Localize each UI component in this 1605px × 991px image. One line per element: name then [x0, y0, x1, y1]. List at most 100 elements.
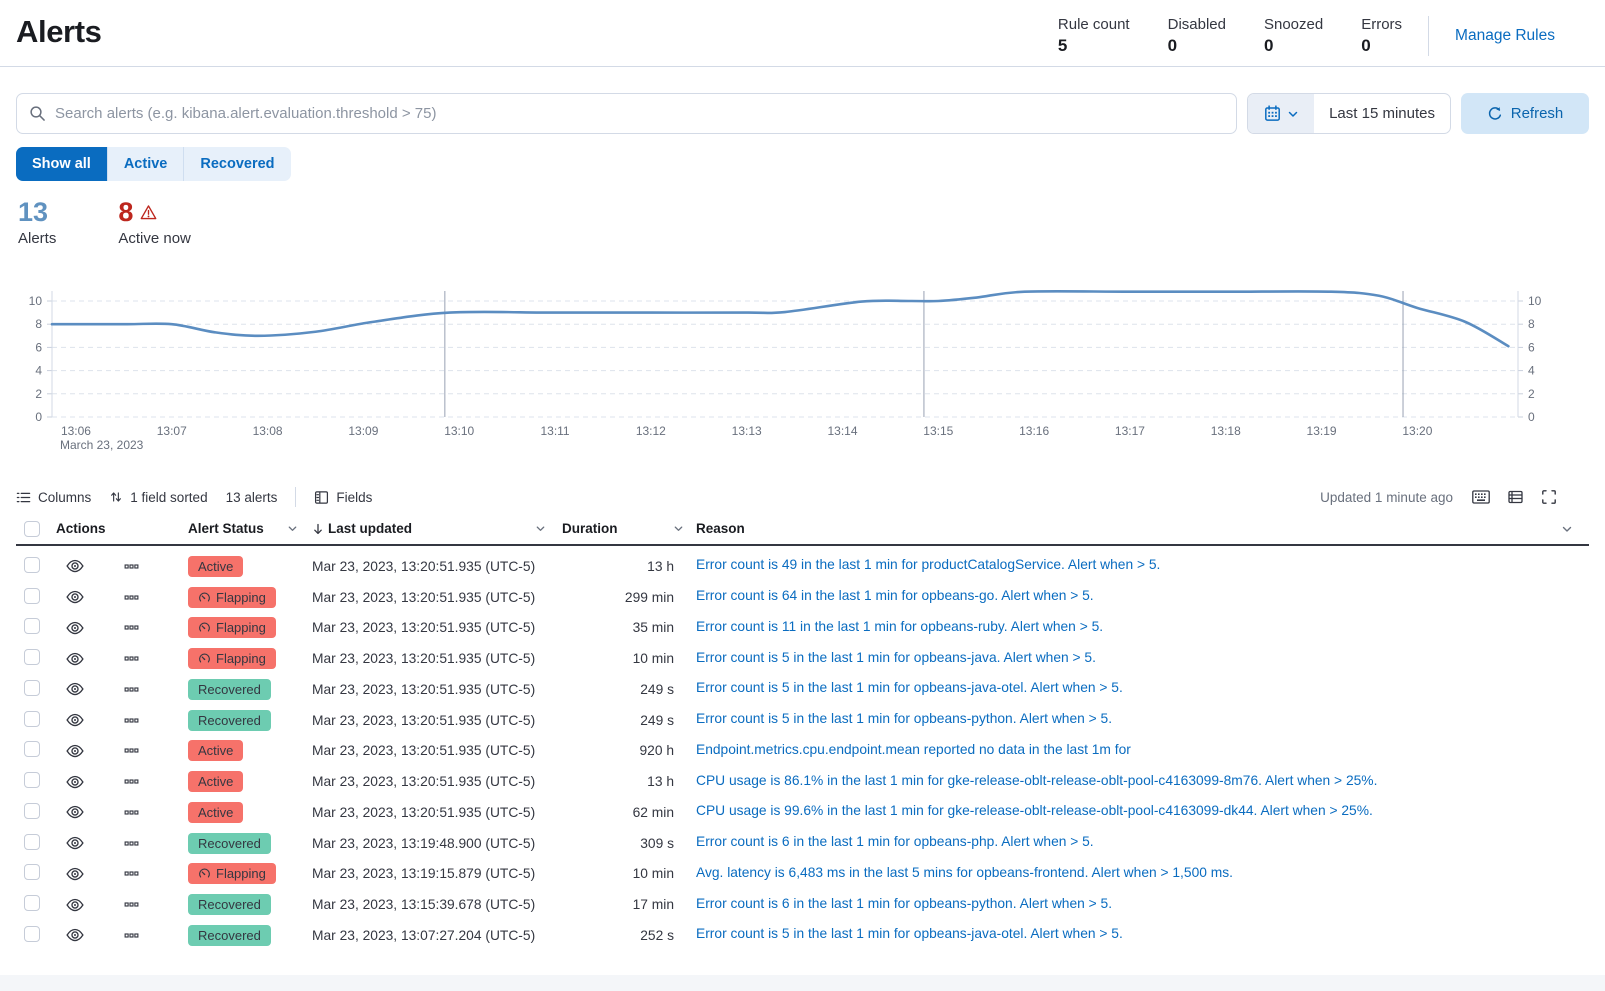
row-checkbox[interactable] [24, 679, 40, 696]
header-reason[interactable]: Reason [696, 521, 745, 537]
more-actions-button[interactable] [124, 713, 139, 728]
row-actions [56, 865, 172, 883]
chevron-down-icon[interactable] [287, 523, 298, 534]
filter-recovered[interactable]: Recovered [184, 147, 290, 181]
row-checkbox[interactable] [24, 649, 40, 666]
sort-fields-button[interactable]: 1 field sorted [109, 490, 208, 505]
time-range-button[interactable]: Last 15 minutes [1329, 105, 1435, 122]
keyboard-shortcuts-button[interactable] [1472, 489, 1490, 505]
more-actions-button[interactable] [124, 897, 139, 912]
more-actions-button[interactable] [124, 743, 139, 758]
view-alert-button[interactable] [66, 680, 84, 698]
filter-active[interactable]: Active [108, 147, 185, 181]
row-checkbox[interactable] [24, 556, 40, 573]
reason-link[interactable]: Error count is 5 in the last 1 min for o… [696, 680, 1123, 696]
row-checkbox[interactable] [24, 802, 40, 819]
chevron-down-icon[interactable] [535, 523, 546, 534]
view-alert-button[interactable] [66, 896, 84, 914]
reason-link[interactable]: Error count is 11 in the last 1 min for … [696, 618, 1104, 634]
svg-text:2: 2 [1528, 387, 1535, 401]
row-checkbox[interactable] [24, 833, 40, 850]
row-checkbox[interactable] [24, 864, 40, 881]
row-checkbox[interactable] [24, 710, 40, 727]
table-row: Flapping Mar 23, 2023, 13:20:51.935 (UTC… [16, 582, 1589, 613]
row-checkbox[interactable] [24, 925, 40, 942]
reason-link[interactable]: Error count is 5 in the last 1 min for o… [696, 926, 1123, 942]
reason-link[interactable]: CPU usage is 86.1% in the last 1 min for… [696, 772, 1378, 788]
view-alert-button[interactable] [66, 588, 84, 606]
density-button[interactable] [1507, 489, 1524, 505]
status-cell: Active [172, 771, 306, 793]
reason-link[interactable]: Error count is 5 in the last 1 min for o… [696, 649, 1096, 665]
more-actions-button[interactable] [124, 866, 139, 881]
view-alert-button[interactable] [66, 711, 84, 729]
view-alert-button[interactable] [66, 773, 84, 791]
row-checkbox[interactable] [24, 772, 40, 789]
view-alert-button[interactable] [66, 742, 84, 760]
duration-cell: 252 s [640, 927, 674, 943]
table-row: Flapping Mar 23, 2023, 13:19:15.879 (UTC… [16, 859, 1589, 890]
fields-label: Fields [336, 489, 373, 505]
more-actions-button[interactable] [124, 559, 139, 574]
row-checkbox[interactable] [24, 587, 40, 604]
search-input[interactable] [55, 105, 1225, 122]
filter-show-all[interactable]: Show all [16, 147, 108, 181]
status-badge-label: Active [198, 804, 234, 820]
eye-icon [66, 834, 84, 852]
columns-button[interactable]: Columns [16, 490, 91, 505]
view-alert-button[interactable] [66, 650, 84, 668]
view-alert-button[interactable] [66, 834, 84, 852]
status-cell: Flapping [172, 863, 306, 885]
header-duration[interactable]: Duration [556, 513, 690, 544]
refresh-icon [1487, 106, 1503, 122]
header-reason-menu[interactable] [1561, 513, 1589, 544]
reason-link[interactable]: Error count is 5 in the last 1 min for o… [696, 711, 1113, 727]
view-alert-button[interactable] [66, 865, 84, 883]
refresh-button[interactable]: Refresh [1461, 93, 1589, 134]
row-checkbox[interactable] [24, 618, 40, 635]
more-actions-button[interactable] [124, 928, 139, 943]
more-actions-button[interactable] [124, 590, 139, 605]
chevron-down-icon [1287, 108, 1299, 120]
view-alert-button[interactable] [66, 926, 84, 944]
alerts-timeline-chart[interactable]: 0 0 2 2 4 4 6 6 8 8 10 10 13:06 13:07 13:08 13:09 13:10 1… [16, 283, 1589, 461]
reason-link[interactable]: Error count is 6 in the last 1 min for o… [696, 895, 1113, 911]
svg-text:13:18: 13:18 [1211, 424, 1241, 438]
reason-link[interactable]: Endpoint.metrics.cpu.endpoint.mean repor… [696, 741, 1131, 757]
more-actions-button[interactable] [124, 620, 139, 635]
manage-rules-link[interactable]: Manage Rules [1455, 27, 1555, 44]
more-actions-button[interactable] [124, 836, 139, 851]
status-badge-label: Active [198, 743, 234, 759]
svg-text:4: 4 [1528, 364, 1535, 378]
more-actions-button[interactable] [124, 682, 139, 697]
more-actions-button[interactable] [124, 805, 139, 820]
chevron-down-icon[interactable] [673, 523, 684, 534]
view-alert-button[interactable] [66, 803, 84, 821]
reason-link[interactable]: Error count is 49 in the last 1 min for … [696, 557, 1161, 573]
reason-link[interactable]: Error count is 6 in the last 1 min for o… [696, 834, 1094, 850]
view-alert-button[interactable] [66, 619, 84, 637]
table-body: Active Mar 23, 2023, 13:20:51.935 (UTC-5… [16, 546, 1589, 951]
status-badge: Recovered [188, 894, 271, 916]
status-cell: Recovered [172, 832, 306, 854]
date-picker-calendar-button[interactable] [1248, 94, 1315, 133]
fullscreen-button[interactable] [1541, 489, 1557, 505]
row-checkbox[interactable] [24, 895, 40, 912]
header-last-updated[interactable]: Last updated [306, 513, 556, 544]
row-checkbox[interactable] [24, 741, 40, 758]
last-updated-cell: Mar 23, 2023, 13:19:15.879 (UTC-5) [312, 866, 536, 882]
duration-cell: 249 s [640, 712, 674, 728]
reason-link[interactable]: CPU usage is 99.6% in the last 1 min for… [696, 803, 1373, 819]
reason-link[interactable]: Avg. latency is 6,483 ms in the last 5 m… [696, 864, 1233, 880]
header-alert-status[interactable]: Alert Status [172, 513, 306, 544]
row-select-cell [16, 679, 56, 699]
reason-link[interactable]: Error count is 64 in the last 1 min for … [696, 588, 1094, 604]
status-badge-label: Flapping [216, 589, 266, 605]
select-all-checkbox[interactable] [24, 520, 40, 537]
view-alert-button[interactable] [66, 557, 84, 575]
fields-button[interactable]: Fields [314, 490, 372, 505]
more-actions-button[interactable] [124, 774, 139, 789]
more-actions-button[interactable] [124, 651, 139, 666]
table-row: Recovered Mar 23, 2023, 13:19:48.900 (UT… [16, 828, 1589, 859]
refresh-label: Refresh [1510, 105, 1564, 122]
